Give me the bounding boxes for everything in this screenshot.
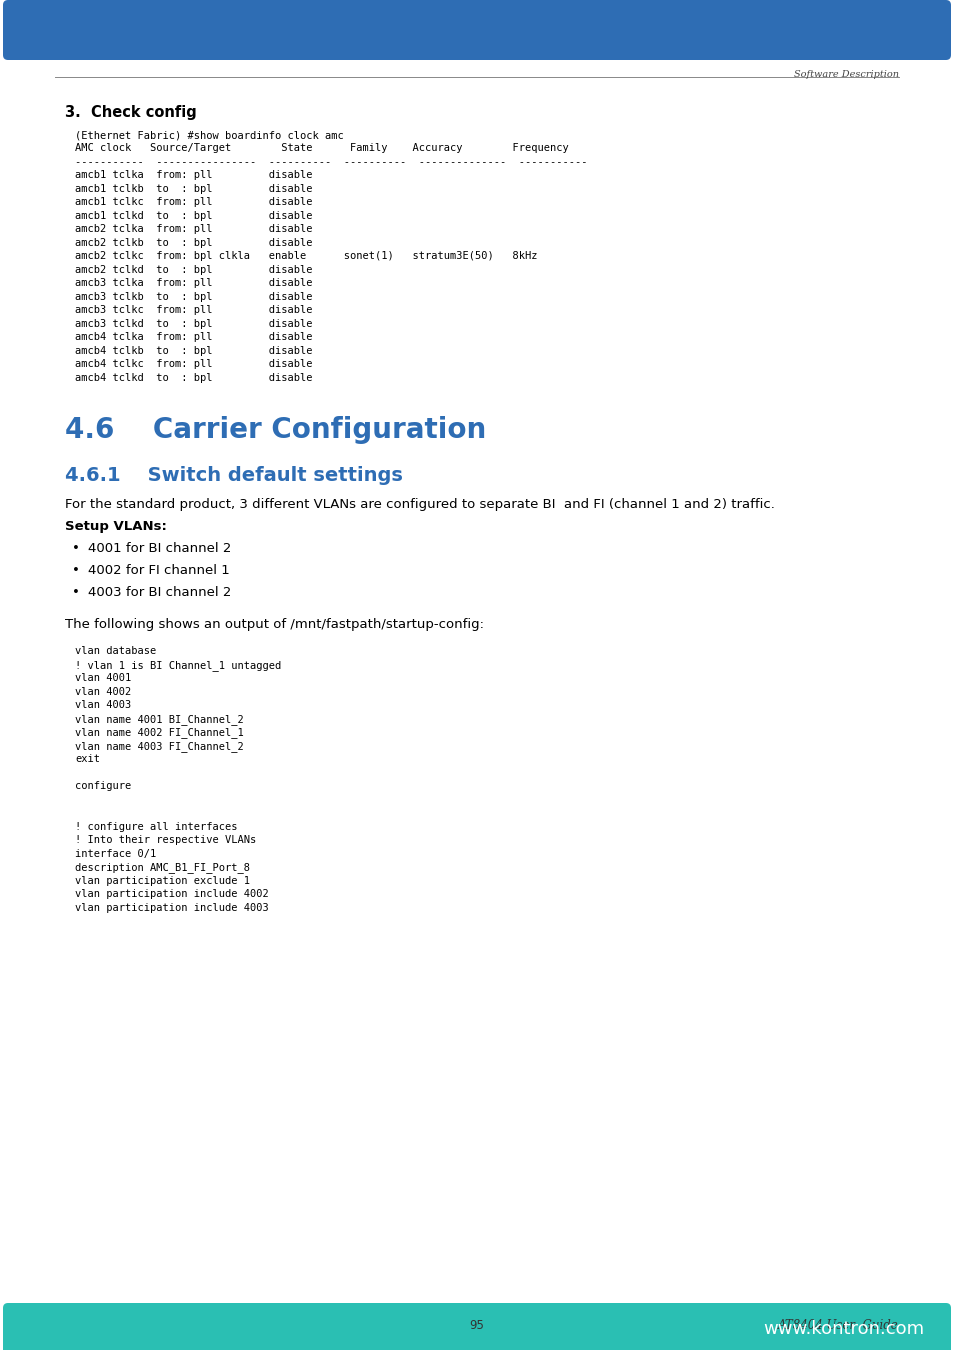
Text: Software Description: Software Description <box>793 70 898 80</box>
Text: ! Into their respective VLANs: ! Into their respective VLANs <box>75 836 256 845</box>
Text: •: • <box>71 586 80 599</box>
FancyBboxPatch shape <box>3 1303 950 1350</box>
Text: vlan name 4003 FI_Channel_2: vlan name 4003 FI_Channel_2 <box>75 741 244 752</box>
Text: amcb1 tclka  from: pll         disable: amcb1 tclka from: pll disable <box>75 170 313 181</box>
Text: (Ethernet Fabric) #show boardinfo clock amc: (Ethernet Fabric) #show boardinfo clock … <box>75 130 343 140</box>
Text: 4.6.1    Switch default settings: 4.6.1 Switch default settings <box>65 467 402 486</box>
Text: 95: 95 <box>469 1319 484 1332</box>
Text: interface 0/1: interface 0/1 <box>75 849 156 859</box>
Text: amcb4 tclka  from: pll         disable: amcb4 tclka from: pll disable <box>75 332 313 343</box>
Text: amcb1 tclkc  from: pll         disable: amcb1 tclkc from: pll disable <box>75 197 313 208</box>
FancyBboxPatch shape <box>3 0 950 59</box>
Text: 4001 for BI channel 2: 4001 for BI channel 2 <box>88 543 232 555</box>
Text: amcb2 tclkb  to  : bpl         disable: amcb2 tclkb to : bpl disable <box>75 238 313 248</box>
Text: vlan name 4002 FI_Channel_1: vlan name 4002 FI_Channel_1 <box>75 728 244 738</box>
Text: vlan 4001: vlan 4001 <box>75 674 132 683</box>
Text: -----------  ----------------  ----------  ----------  --------------  ---------: ----------- ---------------- ---------- … <box>75 157 587 167</box>
Text: amcb4 tclkd  to  : bpl         disable: amcb4 tclkd to : bpl disable <box>75 373 313 383</box>
Text: AMC clock   Source/Target        State      Family    Accuracy        Frequency: AMC clock Source/Target State Family Acc… <box>75 143 568 154</box>
Text: ! vlan 1 is BI Channel_1 untagged: ! vlan 1 is BI Channel_1 untagged <box>75 660 281 671</box>
Text: ! configure all interfaces: ! configure all interfaces <box>75 822 237 832</box>
Text: Setup VLANs:: Setup VLANs: <box>65 521 167 533</box>
Text: vlan database: vlan database <box>75 647 156 656</box>
Text: amcb4 tclkb  to  : bpl         disable: amcb4 tclkb to : bpl disable <box>75 346 313 356</box>
Text: vlan 4002: vlan 4002 <box>75 687 132 697</box>
Text: amcb1 tclkd  to  : bpl         disable: amcb1 tclkd to : bpl disable <box>75 211 313 221</box>
Text: 3.  Check config: 3. Check config <box>65 105 196 120</box>
Text: vlan participation include 4003: vlan participation include 4003 <box>75 903 269 913</box>
Text: The following shows an output of /mnt/fastpath/startup-config:: The following shows an output of /mnt/fa… <box>65 618 483 632</box>
Text: amcb2 tclkc  from: bpl clkla   enable      sonet(1)   stratum3E(50)   8kHz: amcb2 tclkc from: bpl clkla enable sonet… <box>75 251 537 262</box>
Text: www.kontron.com: www.kontron.com <box>762 1320 923 1338</box>
Text: amcb4 tclkc  from: pll         disable: amcb4 tclkc from: pll disable <box>75 359 313 370</box>
Text: 4.6    Carrier Configuration: 4.6 Carrier Configuration <box>65 417 486 444</box>
Text: description AMC_B1_FI_Port_8: description AMC_B1_FI_Port_8 <box>75 863 250 873</box>
Text: amcb2 tclkd  to  : bpl         disable: amcb2 tclkd to : bpl disable <box>75 265 313 275</box>
Text: vlan name 4001 BI_Channel_2: vlan name 4001 BI_Channel_2 <box>75 714 244 725</box>
Text: amcb1 tclkb  to  : bpl         disable: amcb1 tclkb to : bpl disable <box>75 184 313 194</box>
Text: configure: configure <box>75 782 132 791</box>
Text: vlan participation exclude 1: vlan participation exclude 1 <box>75 876 250 886</box>
Text: vlan 4003: vlan 4003 <box>75 701 132 710</box>
Text: AT8404 User  Guide: AT8404 User Guide <box>778 1319 898 1332</box>
Text: 4003 for BI channel 2: 4003 for BI channel 2 <box>88 586 232 599</box>
Text: •: • <box>71 543 80 555</box>
Text: exit: exit <box>75 755 100 764</box>
Text: 4002 for FI channel 1: 4002 for FI channel 1 <box>88 564 230 578</box>
Text: amcb3 tclkc  from: pll         disable: amcb3 tclkc from: pll disable <box>75 305 313 316</box>
Text: amcb2 tclka  from: pll         disable: amcb2 tclka from: pll disable <box>75 224 313 235</box>
Text: vlan participation include 4002: vlan participation include 4002 <box>75 890 269 899</box>
Text: amcb3 tclkb  to  : bpl         disable: amcb3 tclkb to : bpl disable <box>75 292 313 302</box>
Text: amcb3 tclka  from: pll         disable: amcb3 tclka from: pll disable <box>75 278 313 289</box>
Text: For the standard product, 3 different VLANs are configured to separate BI  and F: For the standard product, 3 different VL… <box>65 498 774 512</box>
Text: amcb3 tclkd  to  : bpl         disable: amcb3 tclkd to : bpl disable <box>75 319 313 329</box>
Text: •: • <box>71 564 80 578</box>
